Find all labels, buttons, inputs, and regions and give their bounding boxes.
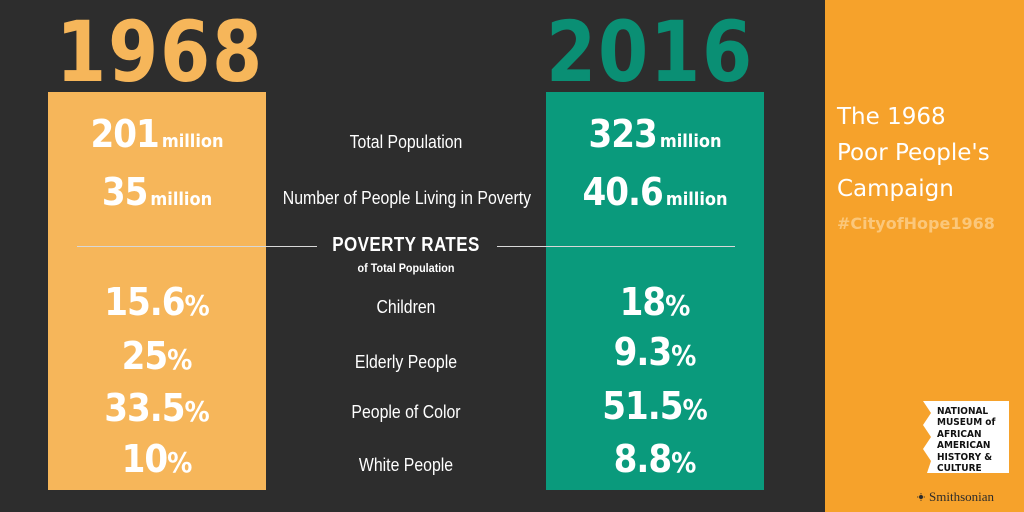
campaign-title-line1: The 1968	[837, 104, 946, 130]
children-rate-2016: 18%	[619, 280, 691, 324]
campaign-hashtag: #CityofHope1968	[837, 214, 995, 233]
people-of-color-rate-2016: 51.5%	[602, 384, 708, 428]
white-people-rate-2016: 8.8%	[613, 437, 697, 481]
people-of-color-rate-1968: 33.5%	[104, 386, 210, 430]
divider-left	[77, 246, 317, 247]
label-total-population: Total Population	[349, 132, 463, 152]
elderly-rate-2016: 9.3%	[613, 330, 697, 374]
campaign-title-line2: Poor People's	[837, 140, 990, 166]
column-2016	[546, 92, 764, 490]
smithsonian-sun-icon	[917, 493, 925, 501]
museum-name: NATIONAL MUSEUM of AFRICAN AMERICAN HIST…	[937, 406, 995, 474]
total-population-1968: 201 million	[90, 112, 224, 156]
museum-line-3: AFRICAN	[937, 428, 982, 440]
divider-right	[497, 246, 735, 247]
white-people-rate-1968: 10%	[121, 437, 193, 481]
poverty-count-1968: 35 million	[101, 170, 213, 214]
column-1968	[48, 92, 266, 490]
smithsonian-wordmark: Smithsonian	[929, 489, 995, 504]
year-2016-heading: 2016	[546, 3, 754, 101]
label-poverty-count: Number of People Living in Poverty	[282, 188, 532, 208]
elderly-rate-1968: 25%	[121, 334, 193, 378]
children-rate-1968: 15.6%	[104, 280, 210, 324]
corona-logo-icon	[923, 401, 1009, 473]
label-white-people: White People	[358, 455, 454, 475]
label-children: Children	[376, 297, 436, 317]
label-people-of-color: People of Color	[351, 402, 461, 422]
poverty-rates-title: POVERTY RATES	[332, 234, 480, 256]
poverty-count-2016: 40.6 million	[582, 170, 728, 214]
museum-line-4: AMERICAN	[937, 440, 991, 452]
campaign-sidebar: The 1968 Poor People's Campaign #CityofH…	[825, 0, 1024, 512]
year-1968-heading: 1968	[56, 3, 264, 101]
museum-line-6: CULTURE	[937, 463, 982, 475]
label-elderly: Elderly People	[354, 352, 458, 372]
museum-line-5: HISTORY &	[937, 451, 993, 463]
campaign-title: The 1968 Poor People's Campaign	[837, 99, 1022, 207]
museum-line-1: NATIONAL	[937, 406, 989, 417]
infographic: 1968 2016 201 million Total Population 32…	[48, 3, 764, 490]
campaign-title-line3: Campaign	[837, 176, 954, 202]
museum-line-2: MUSEUM of	[937, 417, 996, 429]
nmaahc-logo: NATIONAL MUSEUM of AFRICAN AMERICAN HIST…	[921, 399, 1011, 475]
total-population-2016: 323 million	[588, 112, 722, 156]
poverty-rates-subtitle: of Total Population	[357, 261, 455, 275]
